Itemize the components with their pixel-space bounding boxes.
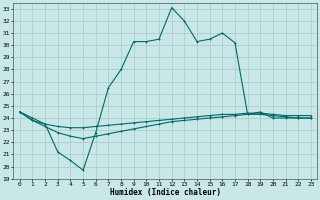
X-axis label: Humidex (Indice chaleur): Humidex (Indice chaleur) [110, 188, 221, 197]
